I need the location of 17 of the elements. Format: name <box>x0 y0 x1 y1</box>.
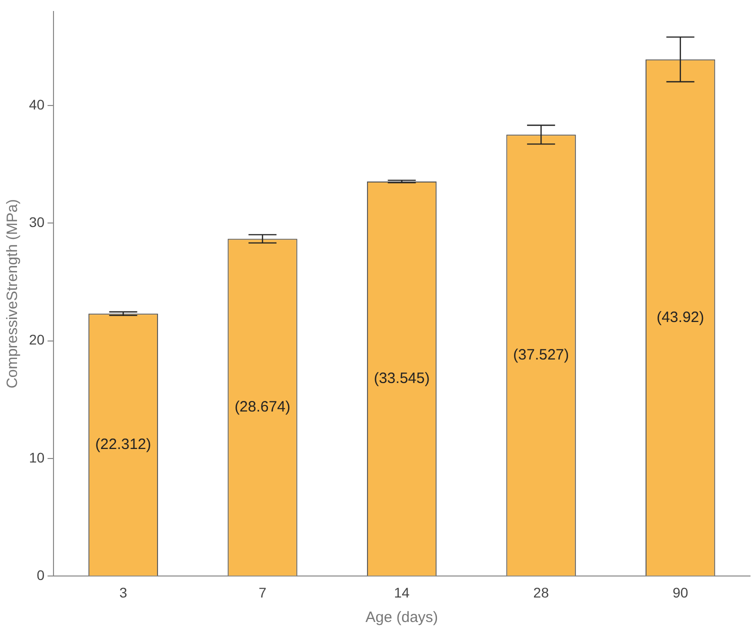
y-axis-title: CompressiveStrength (MPa) <box>4 199 22 388</box>
data-label: (43.92) <box>656 308 704 326</box>
y-tick-label: 30 <box>28 214 45 230</box>
data-label: (33.545) <box>374 370 430 387</box>
data-label: (37.527) <box>513 346 570 364</box>
data-label: (22.312) <box>95 436 152 454</box>
x-tick-label: 28 <box>533 584 550 600</box>
x-tick-label: 90 <box>672 584 688 600</box>
y-tick-label: 0 <box>36 567 45 584</box>
y-tick-label: 40 <box>28 96 45 112</box>
x-tick-label: 3 <box>119 584 128 600</box>
x-tick-label: 7 <box>258 584 267 600</box>
x-axis-title: Age (days) <box>366 609 438 626</box>
data-label: (28.674) <box>234 398 290 416</box>
y-tick-label: 10 <box>28 449 45 466</box>
x-tick-label: 14 <box>394 584 410 600</box>
y-tick-label: 20 <box>28 332 45 348</box>
